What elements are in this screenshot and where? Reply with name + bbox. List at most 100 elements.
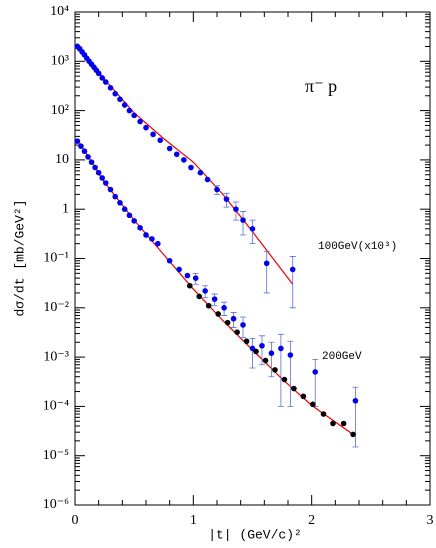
data-point [126, 212, 133, 219]
data-point [131, 218, 137, 224]
y-tick-label: 10 [55, 152, 69, 167]
data-point [88, 159, 95, 165]
data-point [150, 131, 156, 138]
data-point [192, 275, 199, 281]
data-point [102, 180, 109, 186]
data-point [221, 305, 227, 311]
data-point [155, 240, 161, 247]
data-point [230, 315, 237, 322]
data-point [350, 431, 356, 438]
data-point [112, 193, 119, 200]
data-point [74, 138, 81, 144]
data-point [262, 357, 269, 364]
data-point [143, 124, 149, 131]
data-point [300, 393, 307, 400]
data-point [278, 345, 284, 352]
data-point [99, 175, 106, 181]
x-tick-label: 2 [308, 513, 315, 528]
data-point [157, 137, 163, 144]
error-bar [249, 337, 256, 369]
data-point [117, 96, 123, 103]
data-point [204, 176, 211, 183]
plot-frame [74, 11, 431, 506]
data-point [149, 236, 155, 242]
data-point [92, 164, 98, 171]
data-point [287, 352, 294, 358]
data-point [268, 350, 275, 356]
data-point [117, 199, 123, 206]
y-tick-label: 10³ [51, 54, 69, 69]
data-point [352, 397, 359, 404]
data-point [166, 257, 173, 264]
data-point [137, 224, 143, 231]
data-point [240, 217, 246, 223]
data-point [143, 232, 149, 238]
data-point [126, 107, 133, 114]
data-point [102, 79, 109, 85]
y-tick-label: 10⁻³ [43, 349, 69, 364]
error-bar [263, 250, 270, 294]
x-tick-label: 3 [427, 513, 434, 528]
data-point [99, 75, 106, 81]
error-bar [240, 211, 247, 236]
data-point [166, 145, 173, 152]
error-bar [352, 386, 359, 448]
error-bar [289, 256, 296, 309]
data-point [202, 288, 208, 294]
error-bar [287, 340, 294, 407]
data-point [281, 376, 288, 383]
y-tick-label: 10⁻² [43, 300, 69, 315]
data-point [263, 260, 270, 267]
x-tick-label: 1 [190, 513, 197, 528]
error-bar [277, 333, 284, 407]
data-point [188, 164, 194, 171]
x-tick-label: 0 [72, 513, 79, 528]
data-point [291, 385, 297, 392]
data-point [173, 151, 180, 158]
data-point [181, 157, 187, 163]
error-bar [268, 341, 275, 378]
y-tick-label: 10² [51, 103, 69, 118]
data-point [223, 196, 230, 202]
data-point [240, 322, 246, 328]
data-point [205, 302, 212, 309]
data-point [121, 206, 128, 212]
data-point [176, 266, 182, 273]
error-bar [312, 358, 319, 407]
data-point [243, 338, 250, 345]
data-point [330, 420, 336, 427]
annotation: 200GeV [322, 351, 362, 363]
data-point [107, 186, 114, 193]
fit-line [76, 139, 356, 437]
data-point [81, 148, 88, 155]
data-point [197, 169, 204, 176]
y-axis-label: dσ/dt [mb/GeV²] [12, 199, 27, 316]
y-tick-label: 10⁴ [50, 4, 69, 19]
data-point [78, 143, 84, 149]
data-point [253, 348, 259, 355]
x-axis-label: |t| (GeV/c)² [208, 527, 302, 542]
y-tick-label: 10⁻⁴ [43, 399, 69, 414]
annotation: 100GeV(x10³) [318, 241, 397, 253]
data-point [137, 118, 143, 125]
data-point [312, 369, 319, 375]
data-point [112, 90, 119, 97]
data-point [131, 112, 137, 119]
data-point [196, 293, 203, 300]
data-point [107, 85, 114, 91]
fit-line [76, 43, 294, 285]
y-tick-label: 1 [62, 201, 69, 216]
data-point [186, 282, 193, 289]
data-point [95, 169, 102, 176]
data-point [95, 70, 102, 77]
data-point [259, 342, 265, 349]
data-point [214, 186, 220, 193]
data-point [272, 367, 278, 373]
y-tick-label: 10⁻⁶ [43, 497, 69, 512]
data-point [234, 329, 240, 335]
data-point [249, 226, 256, 232]
data-point [320, 411, 327, 417]
data-point [211, 296, 218, 302]
error-bar [258, 335, 265, 366]
